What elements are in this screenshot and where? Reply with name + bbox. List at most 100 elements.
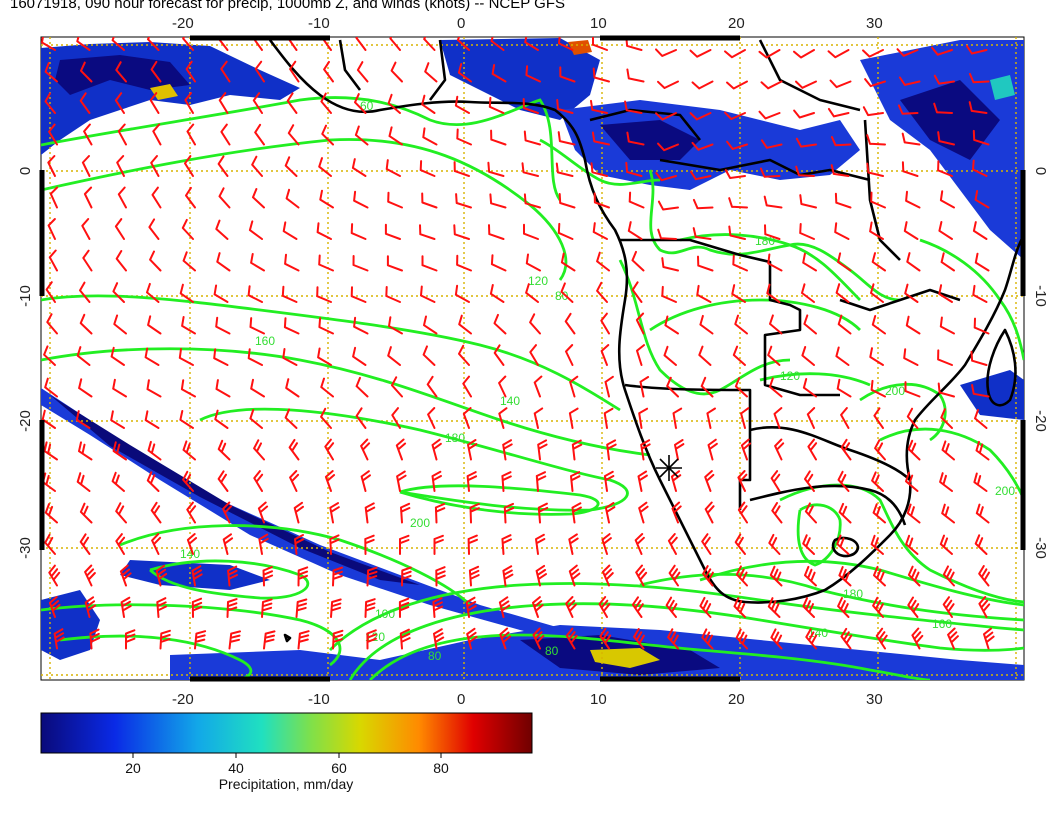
wind-barb [150,155,160,177]
contour-label: 140 [808,626,828,640]
wind-barb [360,470,371,492]
wind-barb [638,501,649,524]
wind-barb [701,533,712,555]
wind-barb [557,131,576,146]
wind-barb [249,317,265,335]
wind-barb [768,377,783,398]
wind-barb [252,188,265,209]
wind-barb [774,438,785,461]
wind-barb [911,627,924,650]
wind-barb [112,441,127,461]
wind-barb [522,98,539,114]
wind-barb [827,107,850,118]
wind-barb [76,346,91,366]
contour-label: 140 [180,547,200,561]
wind-barb [364,534,375,555]
wind-barb [596,251,610,272]
wind-barb [600,344,610,366]
wind-barb [560,252,576,272]
contour-label-group: 160 140 180 200 120 180 140 120 80 100 8… [180,99,1015,663]
colorbar-tick-label: 60 [331,760,347,776]
wind-barb [965,45,988,55]
wind-barb [423,315,438,335]
wind-barb [862,106,884,117]
wind-barb [837,314,852,335]
wind-barb [114,92,125,114]
lat-tick-label: 0 [1032,167,1049,175]
wind-barb [285,188,300,209]
wind-barb [384,223,401,240]
wind-barb [320,407,332,429]
wind-barb [698,345,712,366]
wind-barb [83,186,93,209]
wind-barb [116,155,125,177]
contour-60-africa-north [539,138,661,186]
wind-barb [973,317,990,335]
wind-barb [191,565,203,587]
colorbar-tick-label: 80 [433,760,449,776]
wind-barb [700,376,714,398]
wind-barb [606,439,617,461]
lon-tick-label: -10 [308,691,330,708]
wind-barb [147,37,160,51]
wind-barb [535,564,547,587]
wind-barb [214,409,229,429]
wind-barb [804,470,815,492]
wind-barb [603,407,614,429]
wind-barb [110,346,125,366]
wind-barb [937,131,955,146]
wind-barb [81,218,91,240]
contour-label: 160 [932,617,952,631]
wind-barb [144,410,160,429]
lon-tick-label: 0 [457,691,465,708]
precip-area-northwest-core [55,55,190,95]
wind-barb [186,501,197,524]
wind-barb [735,628,748,650]
wind-barb [329,534,340,555]
wind-barb [591,131,610,146]
coastline-africa [268,39,1024,604]
wind-barb [115,502,127,524]
wind-barb [43,441,58,461]
contour-label: 120 [528,274,548,288]
wind-barb [117,186,127,209]
wind-barb [592,37,608,51]
wind-barb [220,60,231,83]
wind-barb [147,440,162,461]
wind-barb [571,502,582,524]
wind-barb [355,376,369,398]
wind-barb [421,192,438,209]
wind-barb [837,252,852,272]
lat-tick-label: -30 [17,537,34,559]
wind-barb [84,596,97,618]
wind-barb [604,375,614,398]
wind-barb [182,440,196,461]
wind-barb [767,253,783,272]
wind-barb [468,565,480,587]
wind-barb [502,565,514,587]
wind-barb [360,438,371,461]
border-10 [338,39,362,91]
wind-barb [248,220,263,240]
wind-barb [701,628,714,650]
wind-barb [692,227,712,240]
wind-barb [737,501,748,524]
wind-barb [631,250,645,272]
wind-barb [399,534,410,555]
wind-barb [640,439,651,461]
wind-barb [120,596,132,618]
wind-barb [419,224,436,240]
wind-barb [740,438,752,461]
wind-barb [457,63,472,83]
wind-barb [795,165,815,177]
wind-barb [110,410,125,429]
wind-barb [838,566,852,587]
wind-barb [524,37,539,51]
wind-barb [49,186,59,209]
wind-barb [871,315,886,335]
contour-label: 160 [255,334,275,348]
contour-180-west [41,347,651,457]
wind-barb [866,162,884,177]
wind-barb [181,316,196,335]
wind-barb [639,376,650,398]
